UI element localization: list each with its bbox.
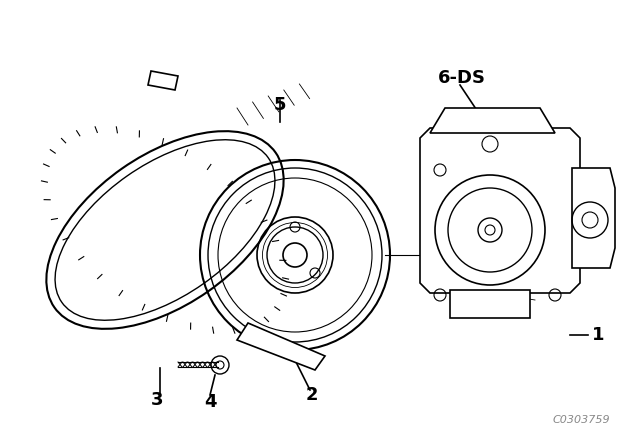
Polygon shape	[450, 290, 530, 318]
Text: 4: 4	[204, 393, 216, 411]
Text: 3: 3	[151, 391, 163, 409]
Polygon shape	[572, 168, 615, 268]
Polygon shape	[420, 128, 580, 293]
Polygon shape	[148, 71, 178, 90]
Polygon shape	[237, 323, 325, 370]
Polygon shape	[430, 108, 555, 133]
Text: 5: 5	[274, 96, 286, 114]
Text: 1: 1	[592, 326, 605, 344]
Text: 6-DS: 6-DS	[438, 69, 486, 87]
Text: C0303759: C0303759	[552, 415, 610, 425]
Text: 2: 2	[306, 386, 318, 404]
